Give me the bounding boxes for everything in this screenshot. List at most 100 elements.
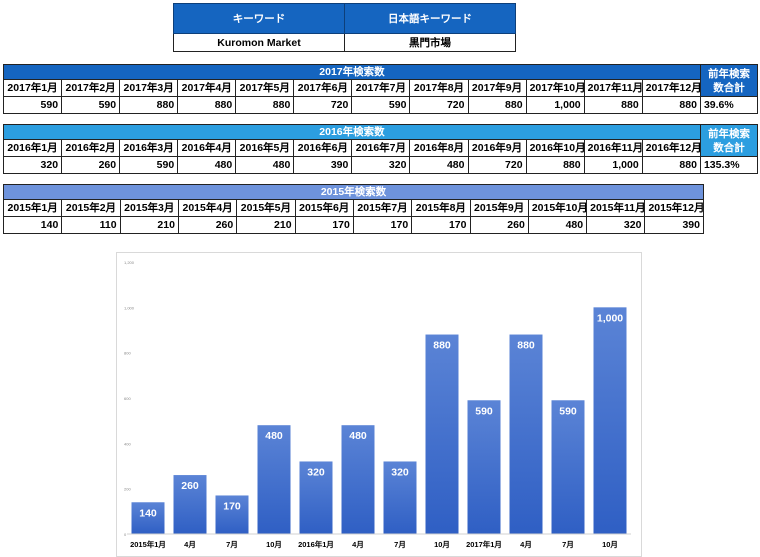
bar-data-label: 260 (181, 480, 199, 492)
month-header: 2016年6月 (293, 139, 353, 157)
month-header: 2017年9月 (467, 79, 527, 97)
month-header: 2016年2月 (61, 139, 121, 157)
month-value: 320 (2, 156, 63, 174)
month-value: 880 (119, 96, 179, 114)
prev-year-ratio: 39.6% (699, 96, 759, 114)
bar (215, 495, 249, 534)
table-title: 2015年検索数 (3, 184, 704, 200)
x-tick-label: 7月 (394, 540, 406, 549)
month-header: 2017年8月 (409, 79, 469, 97)
bar-data-label: 590 (475, 405, 493, 417)
search-volume-chart: 0 200 400 600 800 1,000 1,200 140 2015年1月 260 4月 17… (116, 252, 642, 557)
bar-data-label: 320 (391, 466, 409, 478)
month-header: 2016年4月 (177, 139, 237, 157)
keyword-header: キーワード (173, 3, 345, 34)
table-2016: 2016年検索数 前年検索数合計 2016年1月 2016年2月 2016年3月 2016… (2, 124, 759, 174)
prev-year-total-label: 前年検索数合計 (699, 64, 759, 97)
month-value: 390 (644, 216, 704, 234)
month-header: 2015年9月 (469, 199, 529, 217)
month-value: 170 (411, 216, 471, 234)
keyword-jp-header: 日本語キーワード (344, 3, 516, 34)
bar-data-label: 480 (349, 430, 367, 442)
y-tick-label: 800 (124, 351, 131, 356)
month-value: 480 (177, 156, 237, 174)
month-header: 2017年7月 (351, 79, 411, 97)
month-header: 2015年1月 (2, 199, 63, 217)
bar (131, 502, 165, 534)
month-value: 170 (294, 216, 354, 234)
bar-data-label: 170 (223, 500, 241, 512)
month-header: 2017年10月 (525, 79, 585, 97)
month-value: 480 (409, 156, 469, 174)
bar (509, 334, 543, 534)
month-value: 880 (467, 96, 527, 114)
x-tick-label: 10月 (434, 540, 450, 549)
bar-data-label: 880 (433, 340, 451, 352)
month-header: 2016年1月 (2, 139, 63, 157)
x-tick-label: 7月 (226, 540, 238, 549)
month-value: 480 (527, 216, 588, 234)
month-value: 1,000 (525, 96, 585, 114)
month-header: 2015年8月 (411, 199, 471, 217)
table-title: 2017年検索数 (3, 64, 701, 80)
y-tick-label: 200 (124, 487, 131, 492)
bar-data-label: 140 (139, 507, 157, 519)
month-value: 720 (293, 96, 353, 114)
bar (341, 425, 375, 534)
month-header: 2016年10月 (525, 139, 585, 157)
bar (383, 461, 417, 534)
month-value: 140 (2, 216, 63, 234)
month-value: 480 (235, 156, 295, 174)
month-header: 2015年11月 (586, 199, 646, 217)
table-2017: 2017年検索数 前年検索数合計 2017年1月 2017年2月 2017年3月 2017… (2, 64, 759, 114)
bar (593, 307, 627, 534)
month-value: 1,000 (583, 156, 643, 174)
month-value: 320 (351, 156, 411, 174)
month-header: 2015年7月 (352, 199, 413, 217)
month-header: 2017年1月 (2, 79, 63, 97)
y-tick-label: 600 (124, 396, 131, 401)
month-header: 2016年5月 (235, 139, 295, 157)
prev-year-total-label: 前年検索数合計 (699, 124, 759, 157)
y-tick-label: 400 (124, 441, 131, 446)
month-value: 320 (586, 216, 646, 234)
month-value: 880 (583, 96, 643, 114)
month-value: 590 (119, 156, 179, 174)
month-value: 260 (177, 216, 238, 234)
month-header: 2016年3月 (119, 139, 179, 157)
month-header: 2016年12月 (641, 139, 701, 157)
month-value: 260 (469, 216, 529, 234)
month-header: 2017年6月 (293, 79, 353, 97)
x-tick-label: 4月 (520, 540, 532, 549)
table-title: 2016年検索数 (3, 124, 701, 140)
month-value: 590 (61, 96, 121, 114)
month-header: 2017年3月 (119, 79, 179, 97)
bar (257, 425, 291, 534)
x-tick-label: 2016年1月 (298, 539, 334, 549)
bar (299, 461, 333, 534)
month-header: 2015年4月 (177, 199, 238, 217)
x-tick-label: 2017年1月 (466, 539, 502, 549)
x-tick-label: 7月 (562, 540, 574, 549)
x-tick-label: 4月 (352, 540, 364, 549)
bar-data-label: 480 (265, 430, 283, 442)
x-tick-label: 10月 (266, 540, 282, 549)
month-value: 210 (119, 216, 179, 234)
month-header: 2016年8月 (409, 139, 469, 157)
month-value: 170 (352, 216, 413, 234)
month-header: 2017年2月 (61, 79, 121, 97)
month-header: 2016年7月 (351, 139, 411, 157)
keyword-table: キーワード 日本語キーワード Kuromon Market 黒門市場 (173, 3, 516, 52)
month-value: 210 (236, 216, 296, 234)
month-header: 2017年12月 (641, 79, 701, 97)
bar (551, 400, 585, 534)
month-value: 590 (351, 96, 411, 114)
bar-data-label: 320 (307, 466, 325, 478)
table-2015: 2015年検索数 2015年1月 2015年2月 2015年3月 2015年4月 2015… (2, 184, 704, 234)
prev-year-ratio: 135.3% (699, 156, 759, 174)
month-header: 2015年12月 (644, 199, 704, 217)
bar (467, 400, 501, 534)
month-header: 2017年11月 (583, 79, 643, 97)
month-header: 2016年9月 (467, 139, 527, 157)
month-header: 2017年5月 (235, 79, 295, 97)
